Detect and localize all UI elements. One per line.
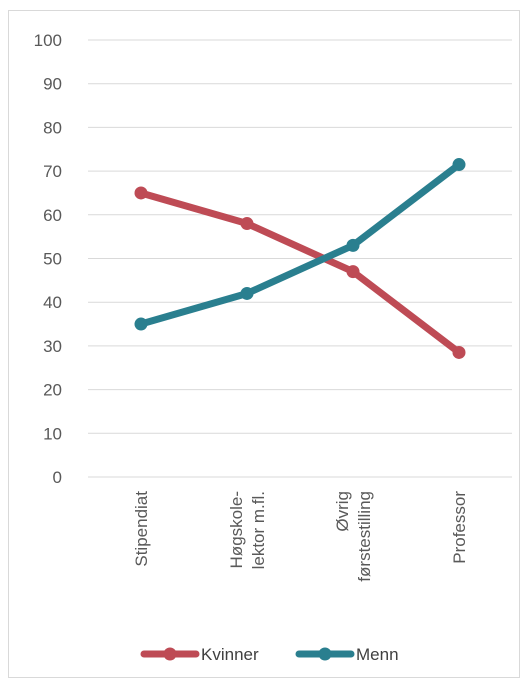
- x-category-label-1: Høgskole-lektor m.fl.: [227, 491, 268, 569]
- y-tick-label-10: 10: [43, 424, 62, 443]
- y-tick-label-60: 60: [43, 206, 62, 225]
- data-point-kvinner-1: [240, 217, 254, 231]
- y-tick-label-50: 50: [43, 250, 62, 269]
- gridlines: [88, 39, 512, 478]
- data-point-kvinner-2: [346, 265, 360, 279]
- y-tick-label-30: 30: [43, 337, 62, 356]
- legend: Kvinner Menn: [140, 645, 399, 664]
- data-point-menn-3: [452, 158, 466, 172]
- series-line-menn: [137, 161, 463, 328]
- y-tick-label-80: 80: [43, 118, 62, 137]
- x-category-label-0: Stipendiat: [132, 491, 151, 567]
- series-line-kvinner: [137, 189, 463, 356]
- data-point-kvinner-3: [452, 345, 466, 359]
- legend-label-menn: Menn: [356, 645, 399, 664]
- y-tick-label-70: 70: [43, 162, 62, 181]
- data-point-menn-2: [346, 238, 360, 252]
- data-point-kvinner-0: [134, 186, 148, 200]
- x-category-label-2: Øvrig førstestilling: [333, 491, 374, 582]
- series-lines: [134, 158, 466, 359]
- y-tick-label-20: 20: [43, 381, 62, 400]
- y-axis-tick-labels: 0 10 20 30 40 50 60 70 80 90 100: [34, 31, 62, 487]
- y-tick-label-40: 40: [43, 293, 62, 312]
- chart-frame: [8, 10, 520, 678]
- x-axis-category-labels: Stipendiat Høgskole-lektor m.fl. Øvrig førs…: [132, 491, 469, 582]
- legend-swatch-marker-kvinner: [163, 647, 177, 661]
- data-point-menn-0: [134, 317, 148, 331]
- y-tick-label-90: 90: [43, 75, 62, 94]
- y-tick-label-0: 0: [53, 468, 62, 487]
- legend-swatch-marker-menn: [318, 647, 332, 661]
- x-category-label-3: Professor: [450, 491, 469, 564]
- data-point-menn-1: [240, 286, 254, 300]
- legend-label-kvinner: Kvinner: [201, 645, 259, 664]
- y-tick-label-100: 100: [34, 31, 62, 50]
